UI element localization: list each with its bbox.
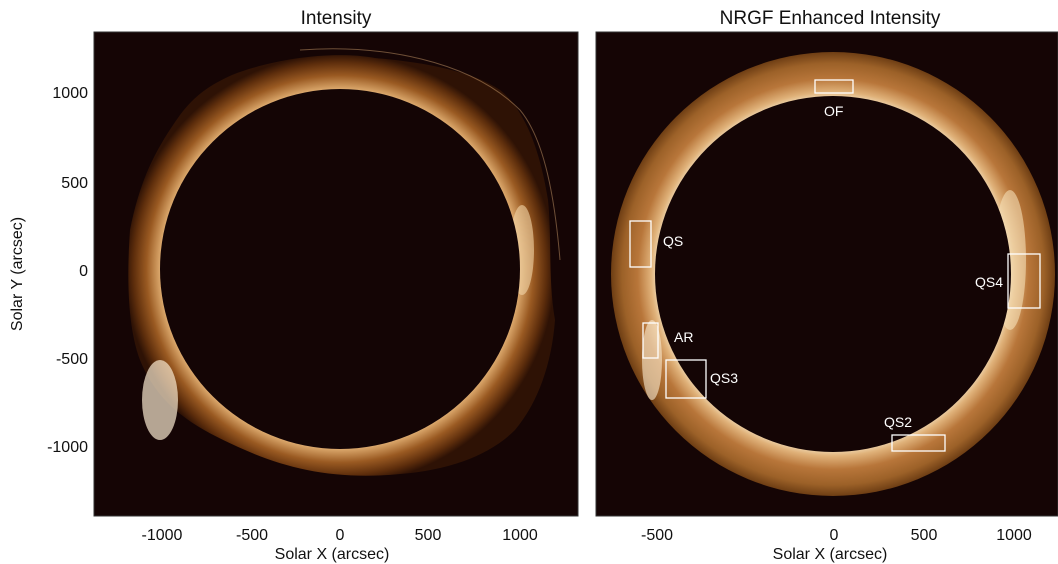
region-box-qs — [629, 220, 652, 268]
region-box-of — [814, 79, 854, 94]
right-bright-patch-east — [642, 320, 662, 400]
y-tick-label: 0 — [79, 263, 88, 280]
right-solar-disk — [655, 96, 1011, 452]
left-y-axis-label: Solar Y (arcsec) — [9, 217, 26, 331]
left-x-axis-label: Solar X (arcsec) — [275, 546, 390, 563]
y-tick-label: 500 — [61, 175, 88, 192]
region-label-ar: AR — [674, 329, 693, 345]
left-panel: Intensity 1000 500 0 -500 -1000 Solar Y … — [9, 8, 579, 563]
left-corona-image — [128, 48, 561, 476]
x-tick-label: -500 — [641, 527, 673, 544]
region-label-qs2: QS2 — [884, 414, 912, 430]
x-tick-label: 500 — [415, 527, 442, 544]
y-tick-label: 1000 — [52, 85, 88, 102]
right-panel-title: NRGF Enhanced Intensity — [720, 8, 941, 29]
region-label-qs4: QS4 — [975, 274, 1003, 290]
region-label-qs3: QS3 — [710, 370, 738, 386]
x-tick-label: -1000 — [142, 527, 183, 544]
region-box-qs3 — [665, 359, 707, 399]
region-label-of: OF — [824, 103, 843, 119]
x-tick-label: 0 — [336, 527, 345, 544]
x-tick-label: 1000 — [502, 527, 538, 544]
right-x-axis-label: Solar X (arcsec) — [773, 546, 888, 563]
right-x-axis: -500 0 500 1000 — [641, 527, 1032, 544]
x-tick-label: -500 — [236, 527, 268, 544]
y-tick-label: -500 — [56, 351, 88, 368]
right-nrgf-image — [611, 52, 1055, 496]
left-solar-disk — [160, 89, 520, 449]
region-box-qs4 — [1007, 253, 1041, 309]
right-plot-frame — [595, 31, 1058, 517]
region-label-qs: QS — [663, 233, 683, 249]
x-tick-label: 0 — [830, 527, 839, 544]
left-outer-streamer — [299, 48, 561, 261]
region-labels: OF QS QS4 AR QS3 QS2 — [663, 103, 1003, 430]
left-plot-frame — [93, 31, 579, 517]
right-panel: NRGF Enhanced Intensity OF QS QS4 AR QS3 — [595, 8, 1058, 563]
left-x-axis: -1000 -500 0 500 1000 — [142, 527, 538, 544]
x-tick-label: 1000 — [996, 527, 1032, 544]
left-y-axis: 1000 500 0 -500 -1000 — [47, 85, 88, 456]
region-boxes — [629, 79, 1041, 452]
region-box-qs2 — [891, 434, 946, 452]
left-limb-bright-east — [142, 360, 178, 440]
left-panel-title: Intensity — [301, 8, 372, 29]
y-tick-label: -1000 — [47, 439, 88, 456]
x-tick-label: 500 — [911, 527, 938, 544]
region-box-ar — [642, 322, 659, 359]
